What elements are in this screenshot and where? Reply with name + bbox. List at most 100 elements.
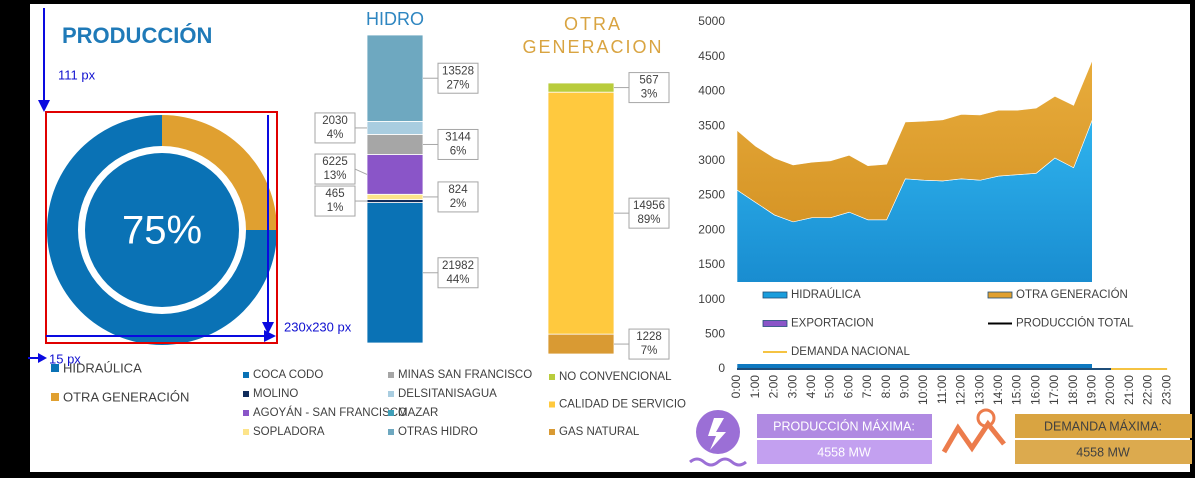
kpi-value: 4558 MW <box>817 445 871 459</box>
data-label-box <box>437 257 479 289</box>
legend-swatch <box>388 372 394 378</box>
data-label: 567 <box>639 75 658 87</box>
legend-label: EXPORTACION <box>791 318 874 330</box>
data-label: 2% <box>450 198 467 210</box>
data-label-box <box>314 112 356 144</box>
legend-swatch <box>51 364 59 372</box>
data-label-box <box>628 72 670 104</box>
data-label: 6225 <box>322 156 348 168</box>
legend-swatch <box>243 391 249 397</box>
legend-swatch <box>762 320 788 327</box>
x-tick-label: 7:00 <box>860 375 874 399</box>
legend-swatch <box>51 393 59 401</box>
chart-title: GENERACION <box>522 37 663 57</box>
y-tick-label: 2000 <box>698 222 725 236</box>
donut-center-label: 75% <box>122 209 202 253</box>
data-label: 7% <box>641 345 658 357</box>
kpi-value-box <box>757 440 932 464</box>
legend-swatch <box>388 410 394 416</box>
kpi-label-box <box>757 414 932 438</box>
x-tick-label: 3:00 <box>785 375 799 399</box>
legend-label: GAS NATURAL <box>559 426 640 438</box>
kpi-icon <box>689 457 747 467</box>
data-label: 13528 <box>442 65 474 77</box>
x-tick-label: 23:00 <box>1159 375 1173 405</box>
arrow-head <box>38 353 47 363</box>
legend-swatch <box>549 401 555 408</box>
y-tick-label: 1000 <box>698 292 725 306</box>
kpi-icon <box>708 418 726 450</box>
y-tick-label: 5000 <box>698 14 725 28</box>
data-label: 2030 <box>322 115 348 127</box>
chart-title: HIDRO <box>366 9 424 29</box>
legend-swatch <box>243 372 249 378</box>
data-label-box <box>314 153 356 185</box>
x-tick-label: 8:00 <box>879 375 893 399</box>
legend-label: CALIDAD DE SERVICIO <box>559 399 686 411</box>
y-tick-label: 3000 <box>698 153 725 167</box>
kpis: PRODUCCIÓN MÁXIMA: 4558 MW DEMANDA MÁXIM… <box>689 408 1192 467</box>
x-tick-label: 20:00 <box>1103 375 1117 405</box>
bar-segment <box>547 82 615 93</box>
data-label-box <box>437 128 479 160</box>
bar-segment <box>366 199 424 203</box>
x-tick-label: 11:00 <box>935 375 949 404</box>
data-label: 465 <box>325 188 344 200</box>
legend-label: MINAS SAN FRANCISCO <box>398 369 532 381</box>
x-tick-label: 14:00 <box>991 375 1005 405</box>
x-tick-label: 12:00 <box>954 375 968 405</box>
legend-swatch <box>762 291 788 299</box>
y-tick-label: 500 <box>705 326 725 340</box>
data-label-box <box>628 197 670 229</box>
legend-label: MOLINO <box>253 388 298 400</box>
data-label: 4% <box>327 129 344 141</box>
data-label: 44% <box>446 274 469 286</box>
legend-swatch <box>243 429 249 435</box>
annotations: 111 px 230x230 px 15 px <box>28 8 352 366</box>
bar-segment <box>366 121 424 135</box>
x-tick-label: 4:00 <box>804 375 818 399</box>
bar-segment <box>366 202 424 344</box>
chart-title: OTRA <box>564 14 622 34</box>
legend-swatch <box>549 429 555 435</box>
y-tick-label: 4000 <box>698 84 725 98</box>
data-label: 27% <box>446 79 469 91</box>
donut-center <box>85 153 239 307</box>
kpi-icon <box>941 419 1006 454</box>
leader-line <box>354 168 368 175</box>
legend-label: NO CONVENCIONAL <box>559 371 672 383</box>
x-tick-label: 18:00 <box>1066 375 1080 405</box>
legend-label: OTRA GENERACIÓN <box>63 389 189 404</box>
bar-segment <box>366 193 424 200</box>
legend-swatch <box>549 374 555 380</box>
data-label: 1% <box>327 202 344 214</box>
x-tick-label: 5:00 <box>823 375 837 399</box>
legend-label: DEMANDA NACIONAL <box>791 346 910 358</box>
x-tick-label: 19:00 <box>1084 375 1098 405</box>
data-label-box <box>437 62 479 94</box>
data-label: 1228 <box>636 331 662 343</box>
annotation: 230x230 px <box>284 319 352 334</box>
bar-segment <box>366 154 424 195</box>
legend-panel <box>737 282 1189 364</box>
x-tick-label: 2:00 <box>767 375 781 399</box>
data-label-box <box>628 328 670 360</box>
legend-swatch <box>388 429 394 435</box>
data-label: 14956 <box>633 200 665 212</box>
size-box <box>45 111 278 344</box>
y-tick-label: 0 <box>718 361 725 375</box>
y-tick-label: 4500 <box>698 49 725 63</box>
legend-label: OTRAS HIDRO <box>398 426 478 438</box>
annotation: 111 px <box>58 67 96 82</box>
bar-segment <box>547 91 615 335</box>
legend-label: MAZAR <box>398 407 438 419</box>
legend-swatch <box>987 291 1013 299</box>
x-tick-label: 6:00 <box>841 375 855 399</box>
x-tick-label: 22:00 <box>1141 375 1155 405</box>
legend-label: COCA CODO <box>253 369 323 381</box>
arrow-head <box>264 330 276 342</box>
data-label: 13% <box>323 170 346 182</box>
x-tick-label: 10:00 <box>916 375 930 405</box>
data-label: 89% <box>637 214 660 226</box>
